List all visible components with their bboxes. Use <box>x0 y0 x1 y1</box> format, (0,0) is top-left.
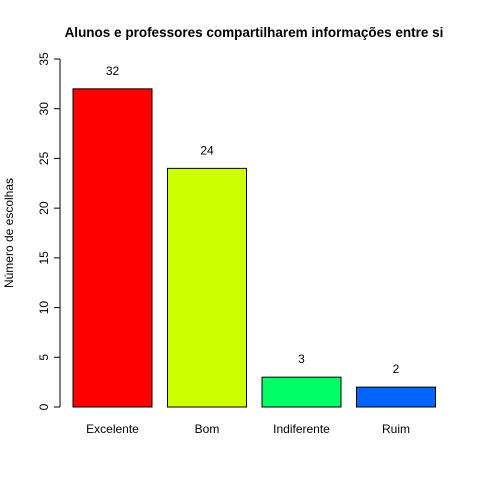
y-tick-label: 30 <box>37 102 51 116</box>
category-label-indiferente: Indiferente <box>273 422 330 436</box>
y-axis: 0 5 10 15 20 25 30 35 <box>37 52 61 410</box>
y-tick-label: 10 <box>37 301 51 315</box>
chart-title: Alunos e professores compartilharem info… <box>65 25 444 40</box>
bars-group <box>72 88 436 408</box>
bar-bom <box>167 167 247 408</box>
category-labels-group: Excelente Bom Indiferente Ruim <box>86 422 410 436</box>
category-label-bom: Bom <box>195 422 220 436</box>
category-label-excelente: Excelente <box>86 422 139 436</box>
y-tick-label: 15 <box>37 251 51 265</box>
y-tick-label: 5 <box>37 354 51 361</box>
category-label-ruim: Ruim <box>382 422 410 436</box>
bar-indiferente <box>261 376 342 408</box>
data-label-indiferente: 3 <box>298 352 305 366</box>
y-tick-label: 0 <box>37 403 51 410</box>
y-tick-label: 20 <box>37 201 51 215</box>
bar-ruim <box>356 386 436 408</box>
data-label-excelente: 32 <box>106 64 120 78</box>
bar-excelente <box>72 88 153 408</box>
y-axis-label: Número de escolhas <box>2 178 16 288</box>
y-tick-label: 35 <box>37 52 51 66</box>
data-label-bom: 24 <box>200 143 214 157</box>
data-label-ruim: 2 <box>393 362 400 376</box>
y-tick-label: 25 <box>37 151 51 165</box>
